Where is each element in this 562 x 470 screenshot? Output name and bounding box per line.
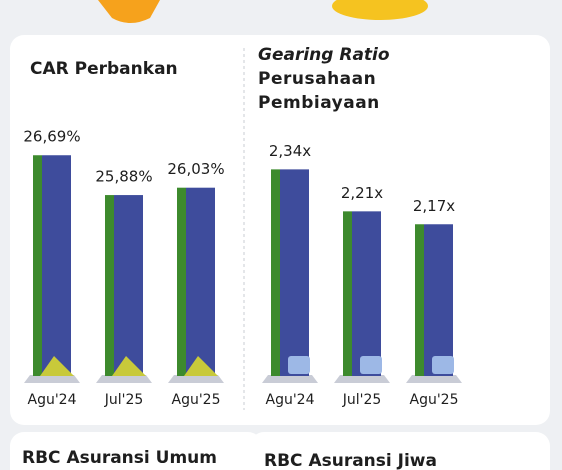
x-tick-label: Agu'24 [266,392,315,408]
chart-subtitle: Perusahaan Pembiayaan [258,69,380,113]
bar [352,211,381,376]
bar-side [33,155,42,376]
bar [424,224,453,376]
bar-side [105,195,114,376]
coins [112,356,146,376]
platform [168,375,224,383]
bar [42,155,71,376]
value-label: 26,69% [23,128,80,146]
platform [24,375,80,383]
value-label: 26,03% [167,160,224,178]
bar [114,195,143,376]
bar-side [271,169,280,376]
x-tick-label: Agu'25 [410,392,459,408]
platform [406,375,462,383]
chart-title: Gearing Ratio [258,45,390,65]
bar-side [343,211,352,376]
coins [40,356,74,376]
money [432,356,454,374]
x-tick-label: Agu'24 [28,392,77,408]
value-label: 25,88% [95,168,152,186]
bar [280,169,309,376]
shield-icon [98,0,160,23]
platform [334,375,390,383]
bar [186,187,215,376]
card-title: RBC Asuransi Umum [22,448,217,468]
platform [96,375,152,383]
value-label: 2,34x [269,142,311,160]
value-label: 2,21x [341,184,383,202]
x-tick-label: Jul'25 [104,392,144,408]
value-label: 2,17x [413,197,455,215]
card-title: RBC Asuransi Jiwa [264,451,437,470]
card [10,432,262,470]
bar-side [415,224,424,376]
platform [262,375,318,383]
chart-title: CAR Perbankan [30,59,178,79]
bar-side [177,187,186,376]
card [250,432,550,470]
money [288,356,310,374]
x-tick-label: Agu'25 [172,392,221,408]
money [360,356,382,374]
coin-icon [332,0,428,20]
coins [184,356,218,376]
x-tick-label: Jul'25 [342,392,382,408]
